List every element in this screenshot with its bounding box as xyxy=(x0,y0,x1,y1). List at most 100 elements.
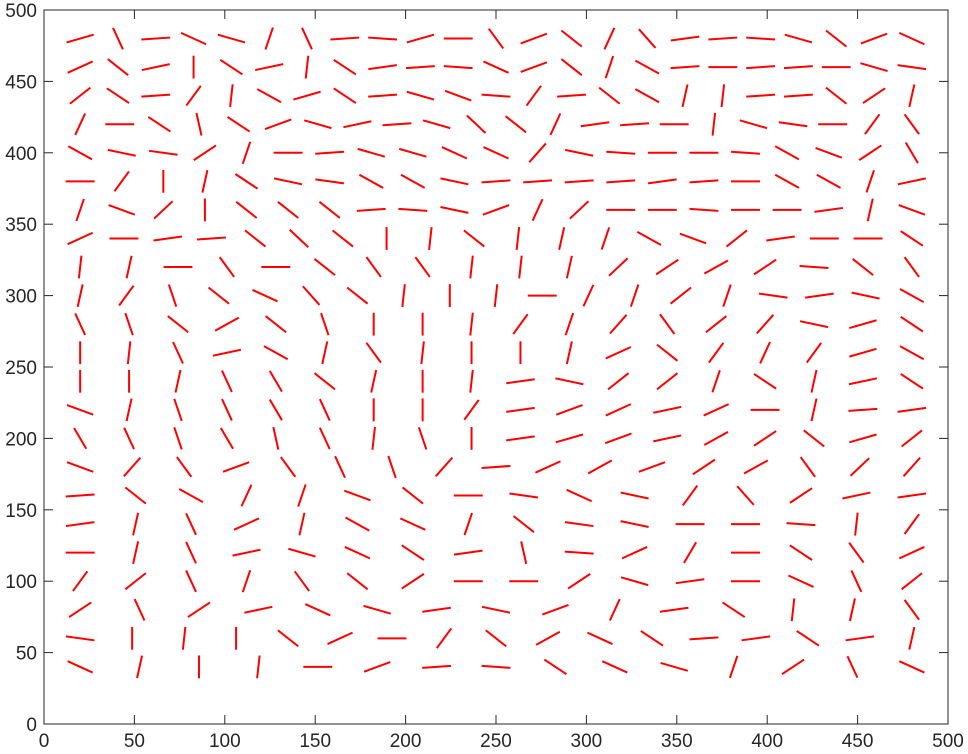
orientation-segment xyxy=(124,312,134,336)
orientation-segment xyxy=(557,93,587,98)
orientation-segment xyxy=(736,485,755,506)
orientation-segment xyxy=(805,292,834,299)
orientation-segment xyxy=(898,31,925,46)
orientation-segment xyxy=(222,461,250,473)
orientation-segment xyxy=(125,255,133,279)
orientation-segment xyxy=(469,369,474,393)
orientation-segment xyxy=(481,93,511,98)
orientation-segment xyxy=(68,601,92,618)
orientation-segment xyxy=(268,370,283,393)
y-tick-label: 100 xyxy=(5,572,37,593)
x-tick-label: 350 xyxy=(661,731,693,752)
x-tick-label: 400 xyxy=(751,731,783,752)
orientation-segment xyxy=(783,93,813,98)
orientation-segment xyxy=(219,427,234,450)
orientation-segment xyxy=(65,521,95,528)
orientation-segment xyxy=(543,658,568,676)
orientation-segment xyxy=(564,179,594,184)
orientation-segment xyxy=(221,370,233,393)
orientation-segment xyxy=(289,229,310,248)
x-tick-label: 500 xyxy=(932,731,964,752)
orientation-segment xyxy=(315,178,345,185)
orientation-segment xyxy=(640,630,664,647)
orientation-segment xyxy=(443,65,473,70)
orientation-segment xyxy=(440,177,469,186)
x-tick-label: 0 xyxy=(39,731,50,752)
orientation-segment xyxy=(670,35,700,42)
orientation-segment xyxy=(506,435,535,442)
orientation-segment xyxy=(318,427,331,450)
orientation-segment xyxy=(241,141,252,165)
orientation-segment xyxy=(560,29,583,48)
orientation-segment xyxy=(774,173,800,189)
orientation-segment xyxy=(313,258,336,276)
orientation-segment xyxy=(414,256,431,278)
orientation-segment xyxy=(721,601,746,618)
orientation-segment xyxy=(293,570,310,592)
orientation-segment xyxy=(106,87,130,104)
orientation-segment xyxy=(904,141,919,164)
orientation-segment xyxy=(564,550,594,555)
orientation-segment xyxy=(333,87,357,104)
orientation-segment xyxy=(72,570,89,592)
orientation-segment xyxy=(621,546,648,560)
orientation-segment xyxy=(399,517,426,531)
x-tick-label: 300 xyxy=(571,731,603,752)
orientation-segment xyxy=(123,456,142,477)
orientation-segment xyxy=(304,603,331,617)
orientation-segment xyxy=(217,33,246,44)
orientation-segment xyxy=(753,430,777,447)
orientation-segment xyxy=(865,170,875,193)
orientation-segments xyxy=(65,27,927,679)
orientation-segment xyxy=(187,601,211,618)
orientation-segment xyxy=(848,542,865,564)
orientation-segment xyxy=(422,606,451,613)
orientation-segment xyxy=(555,404,583,416)
orientation-segment xyxy=(753,373,777,390)
orientation-segment xyxy=(647,178,677,185)
orientation-segment xyxy=(681,84,689,108)
orientation-segment xyxy=(126,341,132,365)
orientation-segment xyxy=(629,284,640,307)
orientation-segment xyxy=(620,520,649,529)
orientation-segment xyxy=(244,605,273,614)
orientation-segment xyxy=(759,341,771,364)
orientation-segment xyxy=(659,606,689,613)
orientation-segment xyxy=(321,341,329,365)
orientation-segment xyxy=(725,229,748,248)
orientation-segment xyxy=(370,369,378,393)
orientation-segment xyxy=(778,121,808,128)
orientation-segment xyxy=(898,546,925,560)
orientation-segment xyxy=(288,547,316,558)
orientation-segment xyxy=(363,661,391,673)
orientation-segment xyxy=(656,343,679,362)
orientation-segment xyxy=(195,112,203,136)
orientation-segment xyxy=(74,313,87,336)
orientation-segment xyxy=(535,460,561,474)
orientation-segment xyxy=(221,398,233,421)
orientation-segment xyxy=(265,315,287,334)
orientation-segment xyxy=(636,231,662,246)
orientation-segment xyxy=(197,236,226,241)
orientation-segment xyxy=(564,521,594,528)
orientation-segment xyxy=(796,630,820,647)
orientation-segment xyxy=(235,201,258,219)
orientation-segment xyxy=(682,485,699,507)
orientation-segment xyxy=(604,55,615,79)
orientation-segment xyxy=(343,489,371,502)
orientation-segment xyxy=(535,630,561,646)
orientation-segment xyxy=(77,255,83,279)
orientation-segment xyxy=(345,516,370,532)
x-tick-label: 250 xyxy=(480,731,512,752)
orientation-segment xyxy=(805,342,823,364)
orientation-segment xyxy=(587,631,613,645)
orientation-segment xyxy=(689,636,719,641)
orientation-segment xyxy=(790,598,796,622)
y-tick-label: 350 xyxy=(5,215,37,236)
orientation-segment xyxy=(67,660,94,674)
orientation-segment xyxy=(331,229,354,248)
orientation-segment xyxy=(638,461,666,473)
orientation-segment xyxy=(601,660,628,674)
orientation-segment xyxy=(440,205,469,214)
